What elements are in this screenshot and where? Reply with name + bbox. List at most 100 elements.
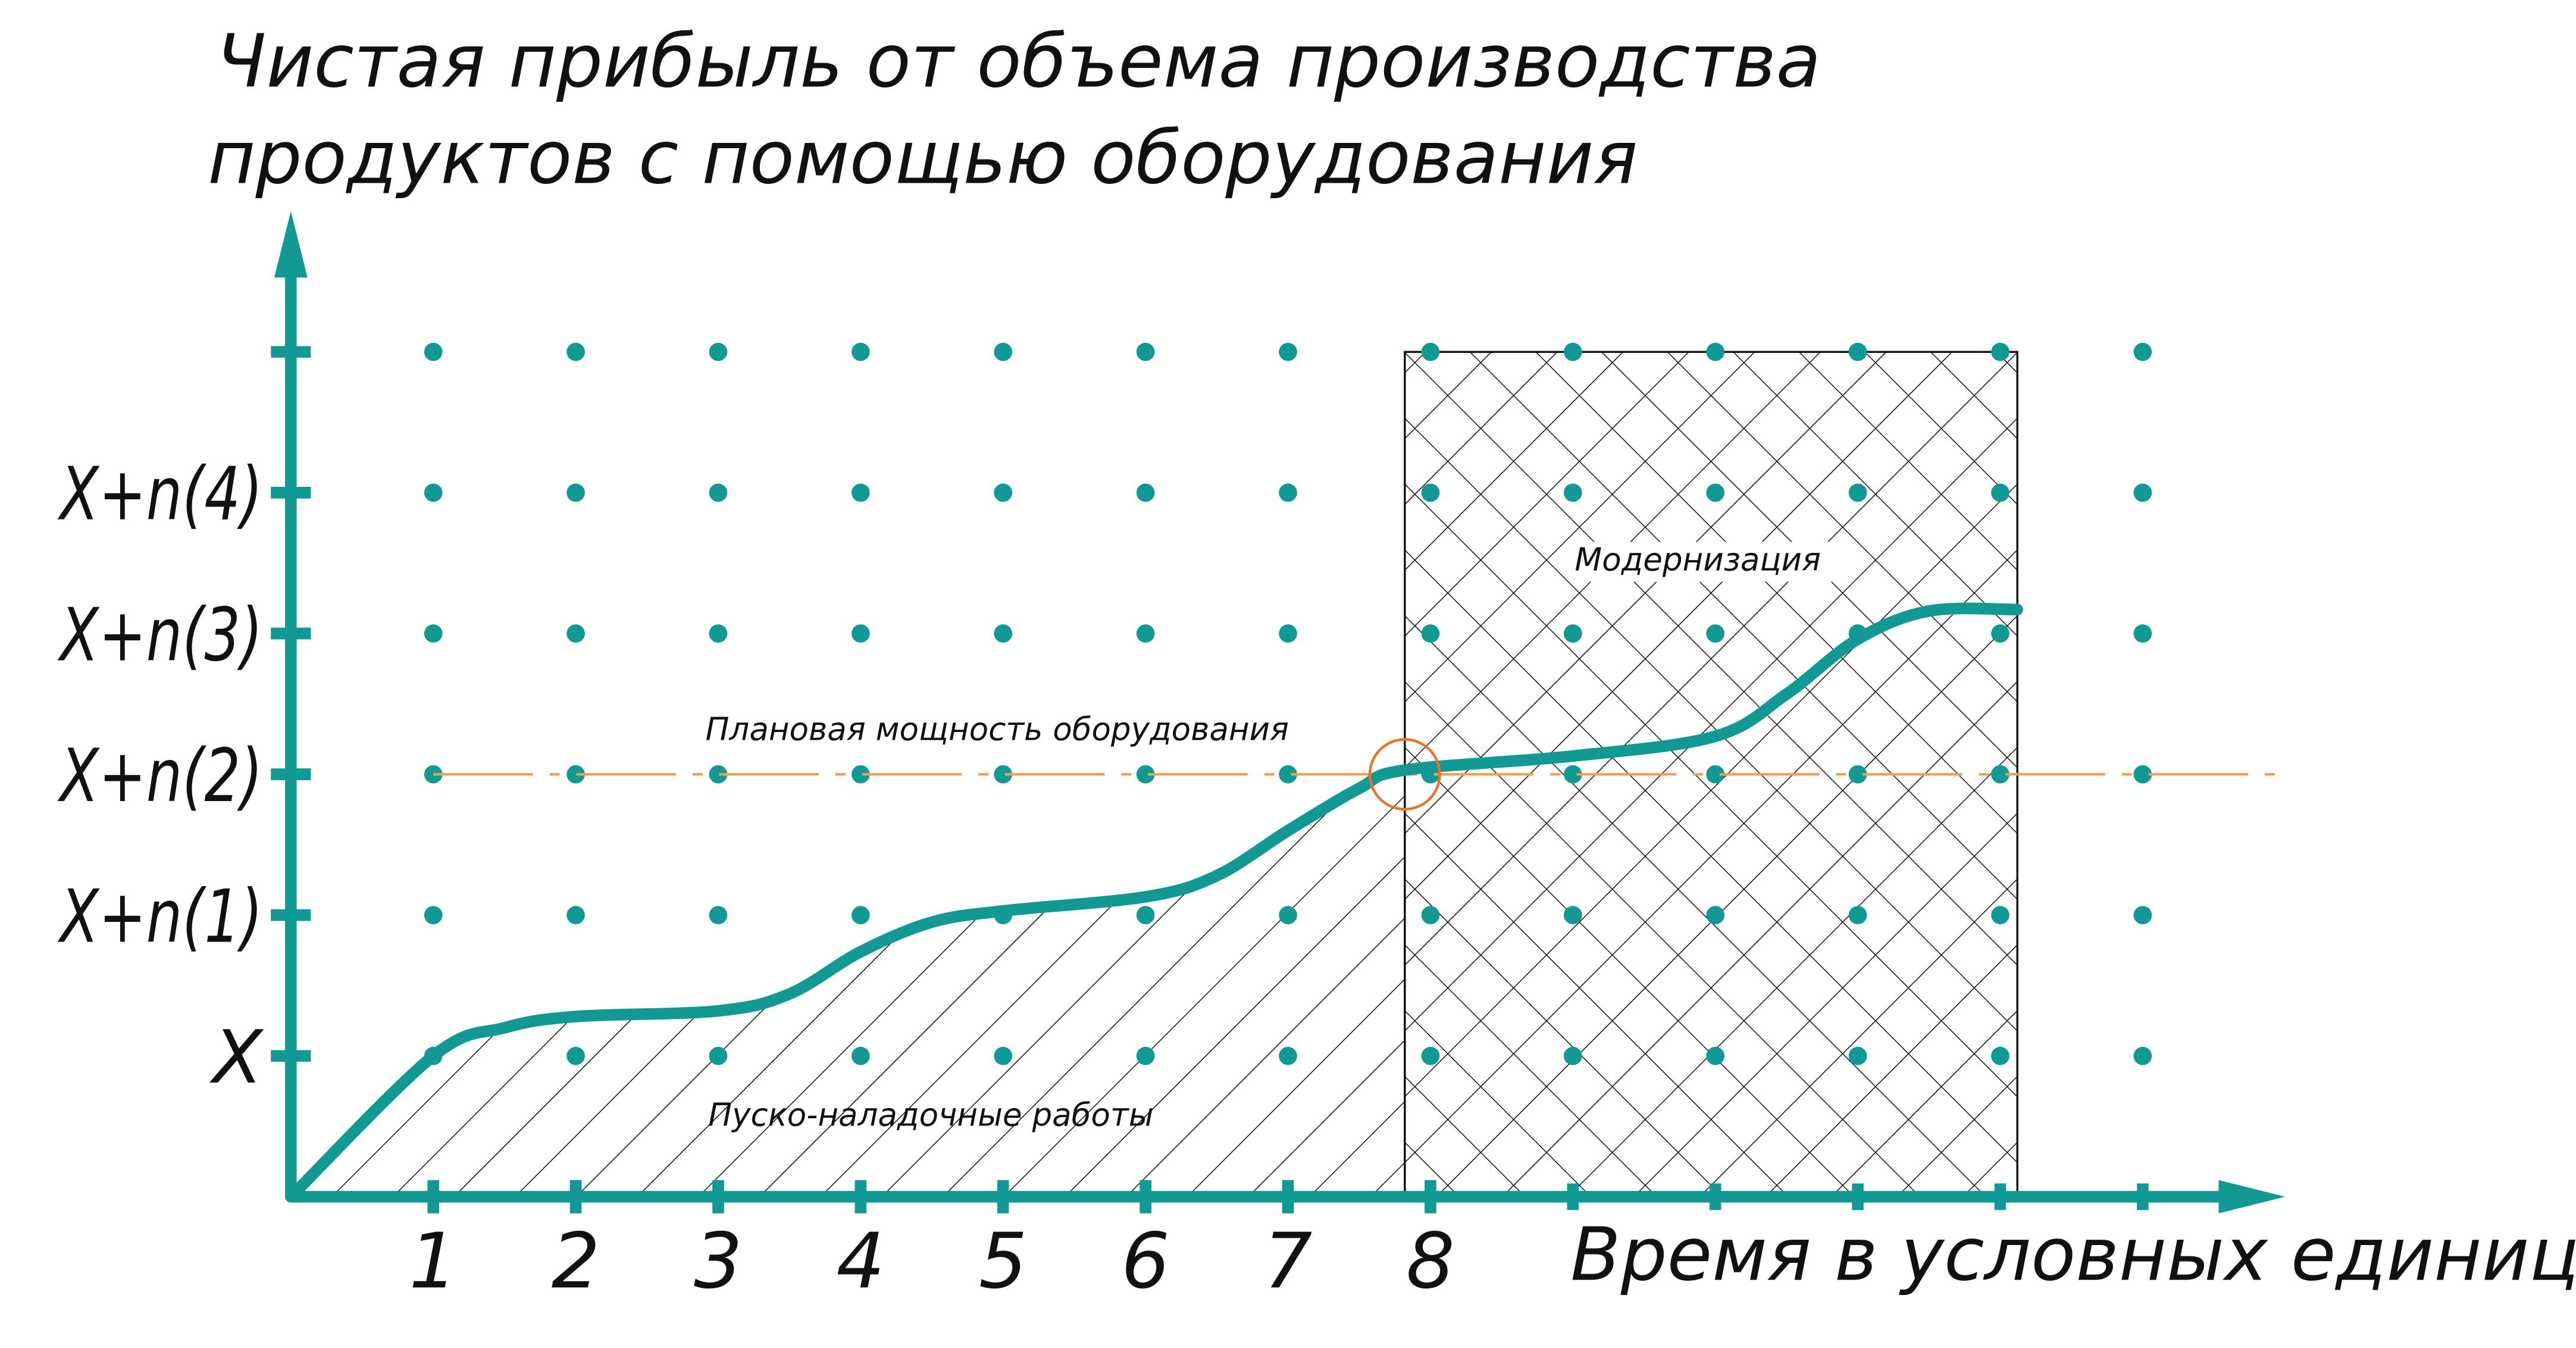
x-axis-label: Время в условных единицах: [1570, 1212, 2576, 1297]
grid-dot: [1136, 765, 1155, 784]
grid-dot: [851, 342, 870, 361]
grid-dot: [1421, 624, 1440, 643]
profit-curve: [285, 602, 2023, 1203]
grid-dot: [1848, 906, 1867, 925]
grid-dot: [1706, 342, 1725, 361]
grid-dot: [1991, 1046, 2010, 1065]
y-tick-label: X: [209, 1015, 264, 1100]
grid-dot: [709, 483, 728, 502]
grid-dot: [1421, 342, 1440, 361]
x-tick-label: 4: [836, 1217, 885, 1306]
grid-dot: [1421, 483, 1440, 502]
grid-dot: [1421, 906, 1440, 925]
grid-dot: [851, 624, 870, 643]
grid-dot: [1706, 483, 1725, 502]
grid-dot: [851, 906, 870, 925]
grid-dot: [566, 624, 585, 643]
grid-dot: [851, 1046, 870, 1065]
grid-dot: [2133, 483, 2152, 502]
grid-dot: [1421, 1046, 1440, 1065]
grid-dot: [1563, 342, 1582, 361]
x-tick-label: 1: [409, 1217, 458, 1306]
grid-dot: [851, 483, 870, 502]
grid-dot: [424, 342, 443, 361]
grid-dot: [1279, 1046, 1297, 1065]
y-tick-label: X+n(1): [57, 874, 262, 959]
grid-dot: [709, 1046, 728, 1065]
plan-label-bg: [698, 711, 1300, 752]
grid-dot: [994, 342, 1013, 361]
grid-dot: [709, 906, 728, 925]
grid-dot: [709, 342, 728, 361]
region-hatch: [290, 608, 1405, 1197]
grid-dot: [1136, 483, 1155, 502]
grid-dot: [424, 483, 443, 502]
grid-dot: [2133, 342, 2152, 361]
grid-dot: [1848, 765, 1867, 784]
grid-dot: [1991, 483, 2010, 502]
grid-dot: [1991, 765, 2010, 784]
chart-title: Чистая прибыль от объема производства: [216, 18, 1821, 104]
grid-dot: [1706, 624, 1725, 643]
grid-dot: [1563, 906, 1582, 925]
grid-dot: [1563, 1046, 1582, 1065]
x-tick-label: 7: [1264, 1217, 1313, 1306]
grid-dot: [1279, 765, 1297, 784]
grid-dot: [1848, 1046, 1867, 1065]
grid-dot: [1706, 1046, 1725, 1065]
x-tick-label: 2: [552, 1217, 600, 1306]
x-tick-label: 5: [979, 1217, 1028, 1306]
grid-dot: [994, 483, 1013, 502]
y-tick-label: X+n(2): [57, 733, 262, 818]
grid-dot: [566, 483, 585, 502]
grid-dot: [1991, 342, 2010, 361]
region-label-bg: [1586, 542, 1836, 582]
x-tick-label: 3: [694, 1217, 743, 1306]
plan-label: Плановая мощность оборудования: [706, 711, 1289, 748]
y-axis-arrow: [274, 211, 308, 278]
grid-dot: [1848, 342, 1867, 361]
grid-dot: [1279, 906, 1297, 925]
grid-dot: [1991, 906, 2010, 925]
grid-dot: [566, 906, 585, 925]
grid-dot: [1563, 624, 1582, 643]
grid-dot: [1706, 906, 1725, 925]
grid-dot: [994, 1046, 1013, 1065]
grid-dot: [566, 1046, 585, 1065]
grid-dot: [1279, 483, 1297, 502]
region: [290, 608, 1405, 1197]
grid-dot: [424, 906, 443, 925]
grid-dot: [709, 765, 728, 784]
grid-dot: [709, 624, 728, 643]
grid-dot: [1279, 624, 1297, 643]
region-label: Пуско-наладочные работы: [708, 1096, 1153, 1133]
grid-dot: [2133, 624, 2152, 643]
grid-dot: [1706, 765, 1725, 784]
region-label: Модернизация: [1575, 542, 1821, 578]
x-axis-arrow: [2218, 1180, 2286, 1213]
chart-title: продуктов с помощью оборудования: [208, 115, 1638, 200]
grid-dot: [1563, 765, 1582, 784]
grid-dot: [1563, 483, 1582, 502]
grid-dot: [1991, 624, 2010, 643]
grid-dot: [2133, 906, 2152, 925]
intersection-marker: [1368, 738, 1441, 811]
grid-dot: [1136, 906, 1155, 925]
grid-dot: [2133, 765, 2152, 784]
grid-dot: [566, 342, 585, 361]
grid-dot: [851, 765, 870, 784]
grid-dot: [1136, 624, 1155, 643]
grid-dot: [424, 624, 443, 643]
grid-dot: [1279, 342, 1297, 361]
grid-dot: [1136, 342, 1155, 361]
grid-dot: [1848, 483, 1867, 502]
grid-dot: [566, 765, 585, 784]
x-tick-label: 8: [1406, 1217, 1455, 1306]
grid-dot: [2133, 1046, 2152, 1065]
x-tick-label: 6: [1121, 1217, 1170, 1306]
grid-dot: [994, 765, 1013, 784]
grid-dot: [1136, 1046, 1155, 1065]
y-tick-label: X+n(3): [57, 592, 262, 677]
